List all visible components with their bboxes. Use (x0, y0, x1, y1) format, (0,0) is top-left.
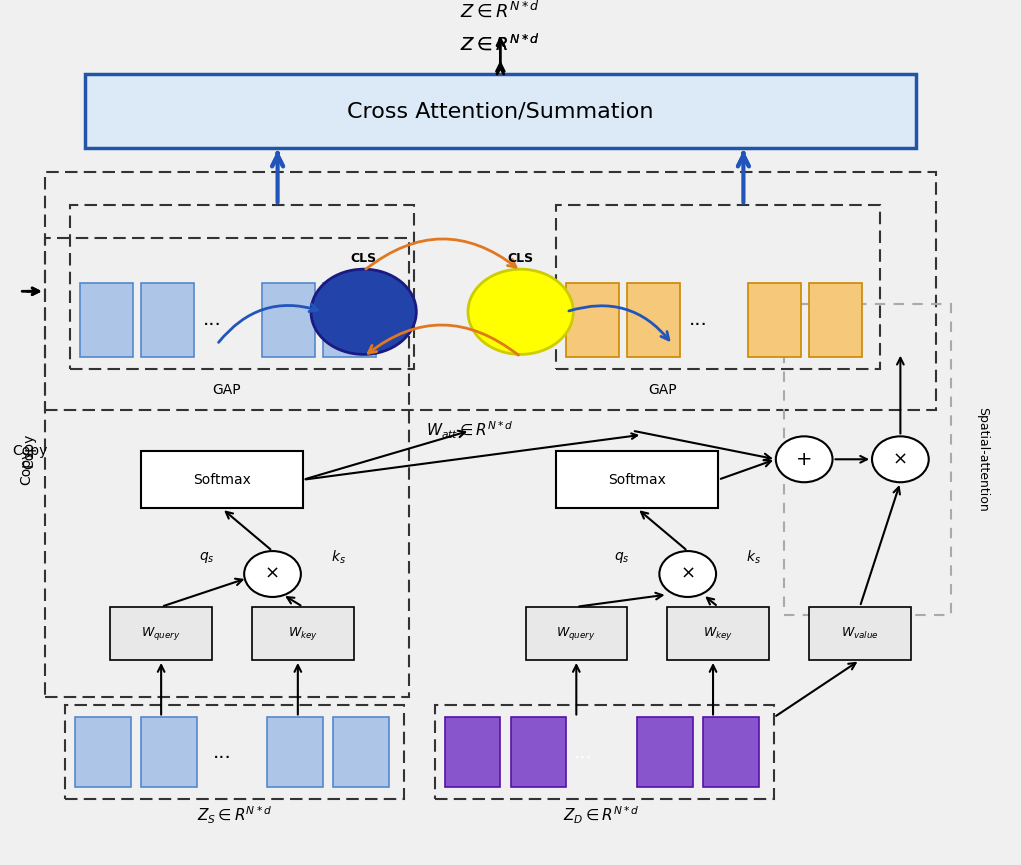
Text: $q_s$: $q_s$ (614, 550, 630, 565)
Text: $Z_D \in R^{N*d}$: $Z_D \in R^{N*d}$ (564, 805, 640, 826)
Bar (445, 717, 500, 787)
Bar (76, 717, 131, 787)
Bar (556, 452, 718, 509)
Circle shape (311, 269, 417, 355)
Text: $Z \in R^{N*d}$: $Z \in R^{N*d}$ (460, 33, 540, 54)
Circle shape (872, 436, 929, 482)
Bar (637, 717, 693, 787)
Text: Copy: Copy (12, 444, 47, 458)
Bar (333, 717, 389, 787)
Text: Softmax: Softmax (609, 473, 666, 487)
Text: $q_s$: $q_s$ (199, 550, 214, 565)
Bar (748, 283, 801, 357)
Text: GAP: GAP (212, 382, 241, 397)
Bar (435, 705, 774, 799)
Text: ×: × (892, 451, 908, 468)
Text: +: + (796, 450, 813, 469)
Text: $W_{att} \in R^{N*d}$: $W_{att} \in R^{N*d}$ (426, 420, 514, 441)
Bar (567, 283, 619, 357)
Bar (80, 283, 133, 357)
Bar (668, 606, 769, 660)
Text: $Z \in R^{N*d}$: $Z \in R^{N*d}$ (460, 0, 540, 21)
Bar (810, 283, 862, 357)
Bar (70, 205, 415, 369)
Circle shape (468, 269, 573, 355)
Bar (268, 717, 324, 787)
Text: ×: × (680, 565, 695, 583)
Bar (262, 283, 315, 357)
FancyArrowPatch shape (569, 305, 669, 340)
Text: Spatial-attention: Spatial-attention (976, 407, 989, 512)
FancyArrowPatch shape (218, 304, 318, 343)
Text: CLS: CLS (507, 252, 534, 265)
Text: $W_{query}$: $W_{query}$ (556, 625, 596, 642)
Bar (810, 606, 911, 660)
Bar (252, 606, 353, 660)
Text: ...: ... (212, 743, 232, 762)
Text: Copy: Copy (22, 433, 37, 469)
Bar (110, 606, 211, 660)
Bar (85, 74, 916, 148)
Text: ×: × (265, 565, 280, 583)
Bar (141, 717, 197, 787)
Bar (141, 283, 194, 357)
FancyArrowPatch shape (369, 325, 519, 356)
Bar (556, 205, 880, 369)
Circle shape (776, 436, 832, 482)
Bar (141, 452, 303, 509)
Text: Copy: Copy (19, 450, 34, 485)
Text: ...: ... (202, 311, 222, 330)
Bar (627, 283, 680, 357)
Bar (45, 172, 936, 410)
Text: ...: ... (688, 311, 708, 330)
Text: $W_{key}$: $W_{key}$ (703, 625, 733, 642)
Bar (510, 717, 567, 787)
Text: $k_s$: $k_s$ (746, 549, 761, 567)
Bar (65, 705, 404, 799)
Bar (45, 238, 409, 697)
FancyArrowPatch shape (366, 239, 516, 269)
Bar (324, 283, 376, 357)
Text: GAP: GAP (648, 382, 677, 397)
Circle shape (244, 551, 301, 597)
Bar (526, 606, 627, 660)
Circle shape (660, 551, 716, 597)
Text: $W_{value}$: $W_{value}$ (841, 626, 879, 641)
Text: $Z_S \in R^{N*d}$: $Z_S \in R^{N*d}$ (197, 805, 273, 826)
Text: $W_{query}$: $W_{query}$ (141, 625, 181, 642)
Text: Softmax: Softmax (193, 473, 251, 487)
Text: $k_s$: $k_s$ (331, 549, 346, 567)
Text: $Z \in R^{N*d}$: $Z \in R^{N*d}$ (460, 33, 540, 54)
Text: Cross Attention/Summation: Cross Attention/Summation (347, 101, 653, 121)
Text: $W_{key}$: $W_{key}$ (288, 625, 318, 642)
Text: CLS: CLS (350, 252, 377, 265)
Text: ...: ... (574, 743, 593, 762)
Bar (784, 304, 951, 615)
Bar (702, 717, 759, 787)
